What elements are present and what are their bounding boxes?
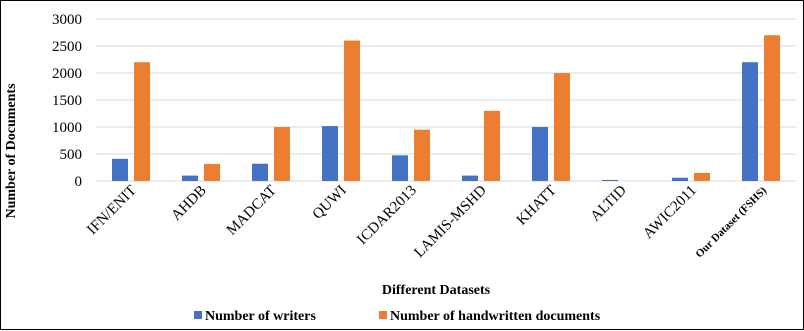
legend: Number of writers Number of handwritten …	[194, 309, 601, 324]
bars	[112, 35, 780, 182]
x-tick-labels: IFN/ENIT AHDB MADCAT QUWI ICDAR2013LAMIS-MSH…	[84, 182, 769, 261]
y-tick-label: 3000	[52, 12, 82, 28]
bar-writers-0	[112, 158, 128, 181]
bar-documents-6	[554, 73, 570, 181]
bar-documents-5	[484, 110, 500, 181]
x-tick-label: Our Dataset (FSHS)	[693, 184, 769, 260]
bar-writers-5	[462, 175, 478, 181]
y-tick-labels: 0 500 1000 1500 2000 2500 3000	[52, 12, 82, 190]
legend-swatch-documents	[379, 311, 387, 319]
bar-writers-7	[602, 179, 618, 181]
bar-writers-3	[322, 126, 338, 181]
y-tick-label: 500	[60, 147, 83, 163]
x-tick-label: ICDAR2013	[354, 183, 420, 249]
x-tick-label: AWIC2011	[640, 183, 700, 243]
bar-documents-4	[414, 129, 430, 181]
bar-writers-8	[672, 177, 688, 181]
x-tick-label: QUWI	[310, 183, 350, 223]
bar-documents-3	[344, 40, 360, 181]
bar-writers-6	[532, 127, 548, 181]
x-tick-label: AHDB	[168, 183, 209, 224]
bar-writers-9	[742, 62, 758, 182]
y-tick-label: 1000	[52, 120, 82, 136]
y-tick-label: 2000	[52, 66, 82, 82]
bar-documents-8	[694, 172, 710, 181]
x-tick-label: KHATT	[514, 183, 560, 229]
bar-writers-2	[252, 163, 268, 181]
legend-swatch-writers	[194, 311, 202, 319]
legend-label-documents: Number of handwritten documents	[390, 309, 601, 324]
bar-documents-9	[764, 35, 780, 182]
x-tick-label: LAMIS-MSHD	[411, 182, 490, 261]
x-axis-title: Different Datasets	[382, 283, 491, 298]
x-tick-label: IFN/ENIT	[84, 183, 140, 239]
y-tick-label: 1500	[52, 93, 82, 109]
bar-writers-1	[182, 175, 198, 181]
bar-documents-1	[204, 163, 220, 181]
bar-documents-0	[134, 62, 150, 182]
y-axis-title: Number of Documents	[4, 83, 19, 219]
gridlines	[96, 18, 796, 182]
y-tick-label: 0	[75, 174, 83, 190]
bar-documents-2	[274, 127, 290, 181]
bar-writers-4	[392, 155, 408, 181]
x-tick-label: MADCAT	[224, 183, 280, 239]
x-tick-label: ALTID	[588, 182, 630, 224]
legend-label-writers: Number of writers	[205, 309, 316, 324]
y-tick-label: 2500	[52, 39, 82, 55]
